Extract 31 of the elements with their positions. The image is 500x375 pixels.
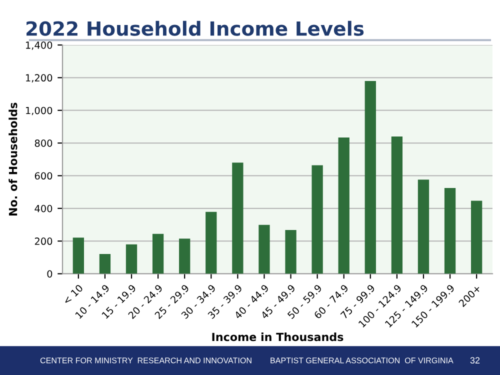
chart-title: 2022 Household Income Levels <box>26 20 364 36</box>
y-axis-title: No. of Households <box>8 102 18 216</box>
bar <box>418 180 430 274</box>
bar <box>285 230 296 274</box>
bar <box>444 188 456 274</box>
bar <box>391 136 403 274</box>
y-tick-label: 1,200 <box>26 74 52 82</box>
bar <box>338 137 350 274</box>
bar <box>471 200 482 274</box>
text: CENTER FOR MINISTRY RESEARCH AND INNOVATION <box>40 358 252 364</box>
text: BAPTIST GENERAL ASSOCIATION OF VIRGINIA <box>270 358 454 364</box>
bar <box>232 162 244 274</box>
bar <box>258 224 270 274</box>
y-tick-label: 800 <box>34 140 52 147</box>
bar <box>206 212 217 274</box>
bar <box>312 165 323 274</box>
x-axis-title: Income in Thousands <box>212 332 344 342</box>
y-tick-label: 1,000 <box>26 106 52 116</box>
bar <box>152 234 164 274</box>
text: 32 <box>470 357 480 364</box>
bar <box>126 244 138 274</box>
bar <box>179 238 190 274</box>
bar <box>364 80 376 274</box>
y-tick-label: 200 <box>34 238 52 245</box>
y-tick-label: 1,400 <box>26 41 52 50</box>
y-tick-label: 400 <box>34 204 52 212</box>
y-tick-label: 0 <box>47 270 52 278</box>
bar <box>99 254 111 274</box>
x-tick-label: < 10 <box>62 284 84 305</box>
y-tick-label: 600 <box>34 172 52 180</box>
bar <box>72 238 84 274</box>
